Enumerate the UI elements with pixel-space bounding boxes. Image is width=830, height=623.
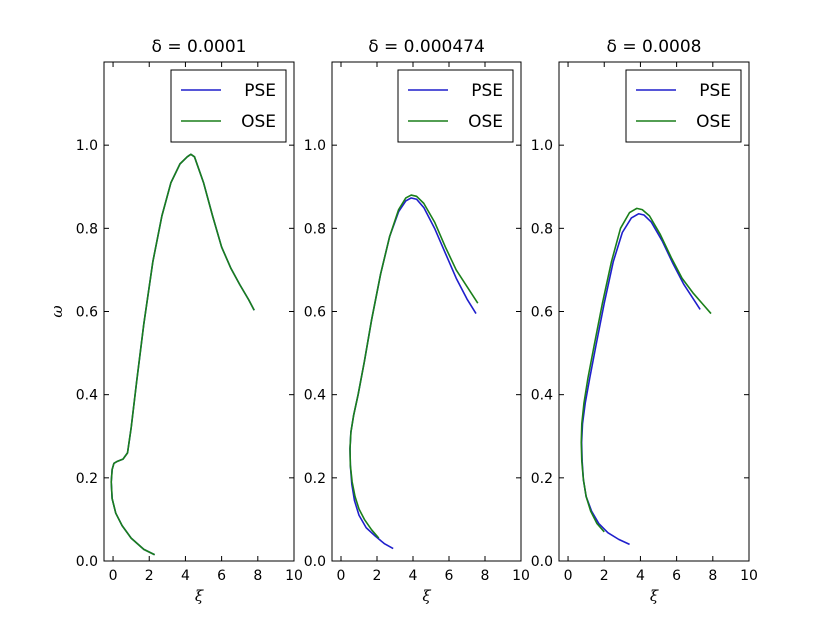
chart-title: δ = 0.0001	[152, 37, 247, 57]
legend-label-pse: PSE	[244, 81, 276, 101]
x-axis-label: ξ	[422, 587, 431, 605]
legend: PSE OSE	[625, 69, 742, 143]
legend: PSE OSE	[397, 69, 514, 143]
legend-label-ose: OSE	[696, 112, 731, 132]
x-tick-label: 6	[217, 568, 226, 584]
y-tick-label: 0.4	[76, 388, 98, 404]
chart-panel-2: 0 2 4 6 8 10 0.0 0.2 0.4 0.6 0.8 1.0 δ = 0.000474 ξ PS…	[304, 37, 530, 605]
y-tick-label: 0.2	[531, 471, 553, 487]
x-tick-label: 4	[409, 568, 418, 584]
x-tick-label: 8	[481, 568, 490, 584]
y-tick-label: 0.0	[76, 554, 98, 570]
y-tick-label: 1.0	[76, 138, 98, 154]
x-tick-label: 10	[512, 568, 530, 584]
x-tick-label: 8	[708, 568, 717, 584]
y-tick-label: 0.8	[531, 221, 553, 237]
x-tick-label: 0	[337, 568, 346, 584]
x-tick-label: 4	[181, 568, 190, 584]
y-tick-label: 0.8	[304, 221, 326, 237]
x-tick-label: 2	[600, 568, 609, 584]
legend-label-ose: OSE	[468, 112, 503, 132]
legend-box	[170, 69, 287, 143]
series-line-pse	[110, 153, 255, 556]
x-axis-label: ξ	[195, 587, 204, 605]
legend-box	[397, 69, 514, 143]
chart-panel-3: 0 2 4 6 8 10 0.0 0.2 0.4 0.6 0.8 1.0 δ = 0.0008 ξ PSE O…	[531, 37, 758, 605]
x-tick-label: 10	[740, 568, 758, 584]
y-tick-label: 0.2	[304, 471, 326, 487]
chart-panel-1: 0 2 4 6 8 10 0.0 0.2 0.4 0.6 0.8 1.0 δ = 0.0001 ξ ω PSE…	[48, 37, 303, 605]
x-tick-label: 6	[672, 568, 681, 584]
chart-title: δ = 0.000474	[368, 37, 485, 57]
y-tick-label: 0.6	[76, 305, 98, 321]
series-line-ose	[349, 194, 479, 539]
y-tick-label: 0.2	[76, 471, 98, 487]
legend-box	[625, 69, 742, 143]
y-tick-label: 0.6	[531, 305, 553, 321]
x-tick-label: 8	[253, 568, 262, 584]
y-tick-label: 0.8	[76, 221, 98, 237]
legend-label-pse: PSE	[699, 81, 731, 101]
series-line-ose	[110, 153, 255, 556]
series-line-pse	[349, 197, 477, 550]
y-tick-label: 1.0	[304, 138, 326, 154]
x-tick-label: 2	[145, 568, 154, 584]
y-tick-label: 1.0	[531, 138, 553, 154]
series-line-ose	[580, 207, 712, 533]
chart-title: δ = 0.0008	[607, 37, 702, 57]
x-tick-label: 2	[373, 568, 382, 584]
y-tick-label: 0.4	[531, 388, 553, 404]
legend-label-ose: OSE	[241, 112, 276, 132]
legend-label-pse: PSE	[471, 81, 503, 101]
y-axis-label: ω	[48, 305, 66, 317]
x-tick-label: 6	[445, 568, 454, 584]
y-tick-label: 0.0	[531, 554, 553, 570]
series-line-pse	[580, 212, 701, 546]
y-tick-label: 0.4	[304, 388, 326, 404]
y-tick-label: 0.0	[304, 554, 326, 570]
y-tick-label: 0.6	[304, 305, 326, 321]
x-tick-label: 4	[636, 568, 645, 584]
x-tick-label: 0	[109, 568, 118, 584]
x-axis-label: ξ	[650, 587, 659, 605]
x-tick-label: 10	[285, 568, 303, 584]
legend: PSE OSE	[170, 69, 287, 143]
x-tick-label: 0	[564, 568, 573, 584]
